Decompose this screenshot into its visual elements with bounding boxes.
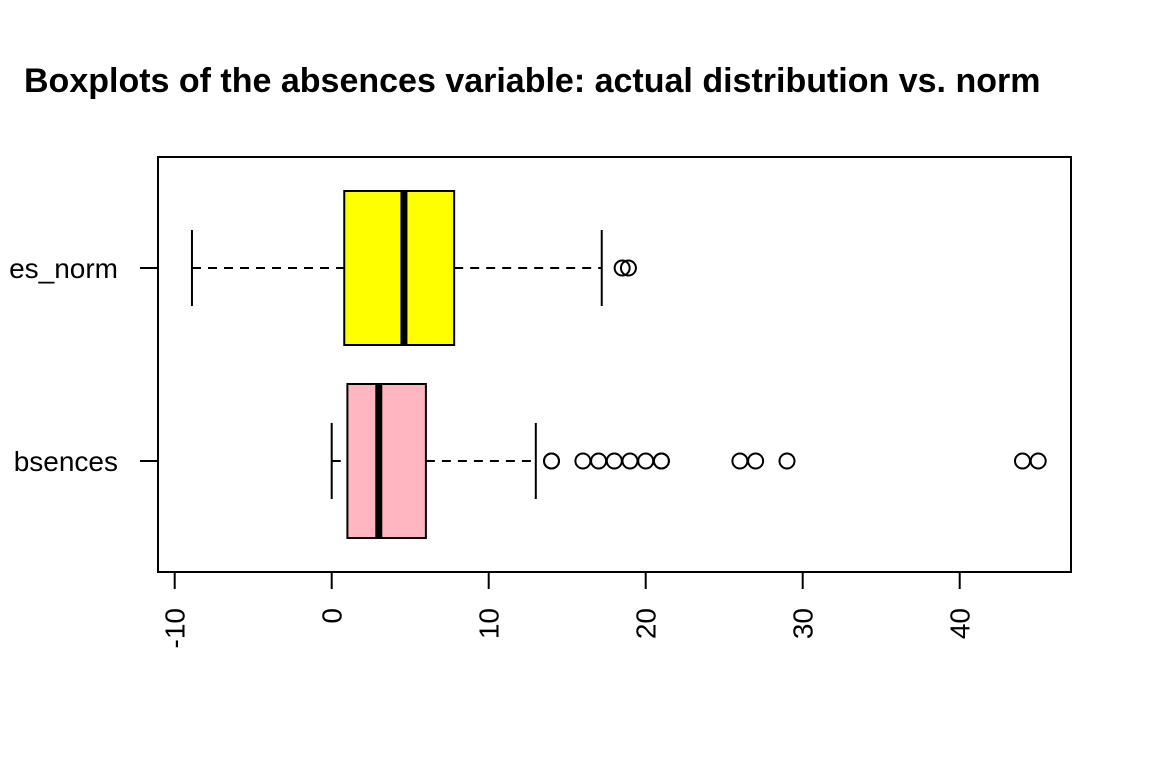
outlier-point bbox=[605, 452, 623, 470]
x-tick-label: 40 bbox=[945, 608, 976, 639]
outlier-point bbox=[619, 259, 637, 277]
x-axis: -10 0 10 20 30 40 bbox=[160, 571, 976, 648]
x-tick-label: 30 bbox=[788, 608, 819, 639]
outlier-point bbox=[1029, 452, 1047, 470]
y-tick-label: es_norm bbox=[9, 253, 118, 284]
outlier-point bbox=[652, 452, 670, 470]
x-tick-label: 10 bbox=[474, 608, 505, 639]
outlier-point bbox=[731, 452, 749, 470]
outlier-point bbox=[574, 452, 592, 470]
box-absences bbox=[330, 383, 1047, 539]
plot-frame bbox=[157, 156, 1072, 573]
x-tick-label: 0 bbox=[317, 608, 348, 624]
outlier-point bbox=[613, 259, 631, 277]
chart-title: Boxplots of the absences variable: actua… bbox=[24, 62, 1040, 100]
outlier-point bbox=[778, 452, 796, 470]
x-tick-label: 20 bbox=[631, 608, 662, 639]
outlier-point bbox=[621, 452, 639, 470]
outlier-point bbox=[637, 452, 655, 470]
box-iqr bbox=[346, 383, 427, 539]
outlier-point bbox=[1014, 452, 1031, 470]
outlier-point bbox=[590, 452, 608, 470]
outlier-point bbox=[747, 452, 765, 470]
box-absences_norm bbox=[190, 190, 637, 346]
outlier-point bbox=[543, 452, 560, 470]
box-group bbox=[190, 190, 1047, 539]
box-iqr bbox=[343, 190, 456, 346]
x-tick-label: -10 bbox=[160, 608, 191, 648]
y-tick-label: bsences bbox=[14, 446, 118, 477]
